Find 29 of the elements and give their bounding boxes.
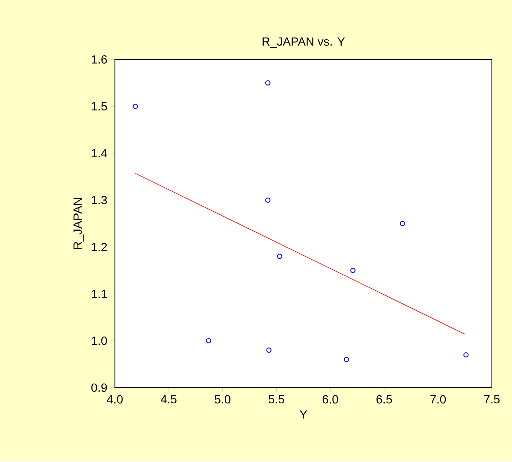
y-tick-label: 1.0	[92, 337, 108, 346]
y-tick-label: 1.6	[92, 56, 108, 64]
x-tick-label: 4.0	[107, 396, 123, 404]
point	[206, 338, 212, 344]
y-axis-title: R_JAPAN	[74, 198, 84, 250]
point	[464, 352, 469, 358]
x-tick-label: 7.0	[430, 396, 446, 404]
point	[132, 104, 138, 110]
y-tick-label: 1.5	[92, 102, 108, 111]
y-tick-label: 0.9	[92, 384, 108, 392]
y-tick-label: 1.1	[92, 290, 108, 298]
x-tick-label: 7.5	[484, 396, 500, 404]
point	[344, 357, 350, 363]
point	[265, 80, 271, 86]
y-tick-label: 1.4	[92, 150, 108, 158]
x-tick-label: 4.5	[161, 396, 177, 404]
y-tick-label: 1.2	[92, 243, 108, 252]
x-tick-label: 6.5	[376, 396, 392, 404]
point	[350, 268, 356, 274]
x-tick-label: 6.0	[322, 396, 338, 404]
point	[400, 221, 406, 227]
point	[277, 254, 283, 260]
y-tick-label: 1.3	[92, 196, 108, 205]
x-tick-label: 5.0	[215, 396, 231, 404]
point	[266, 348, 272, 354]
point	[265, 198, 271, 204]
x-axis-title: Y	[300, 410, 308, 420]
chart-title: R_JAPAN vs. Y	[262, 38, 346, 48]
x-tick-label: 5.5	[268, 396, 284, 404]
